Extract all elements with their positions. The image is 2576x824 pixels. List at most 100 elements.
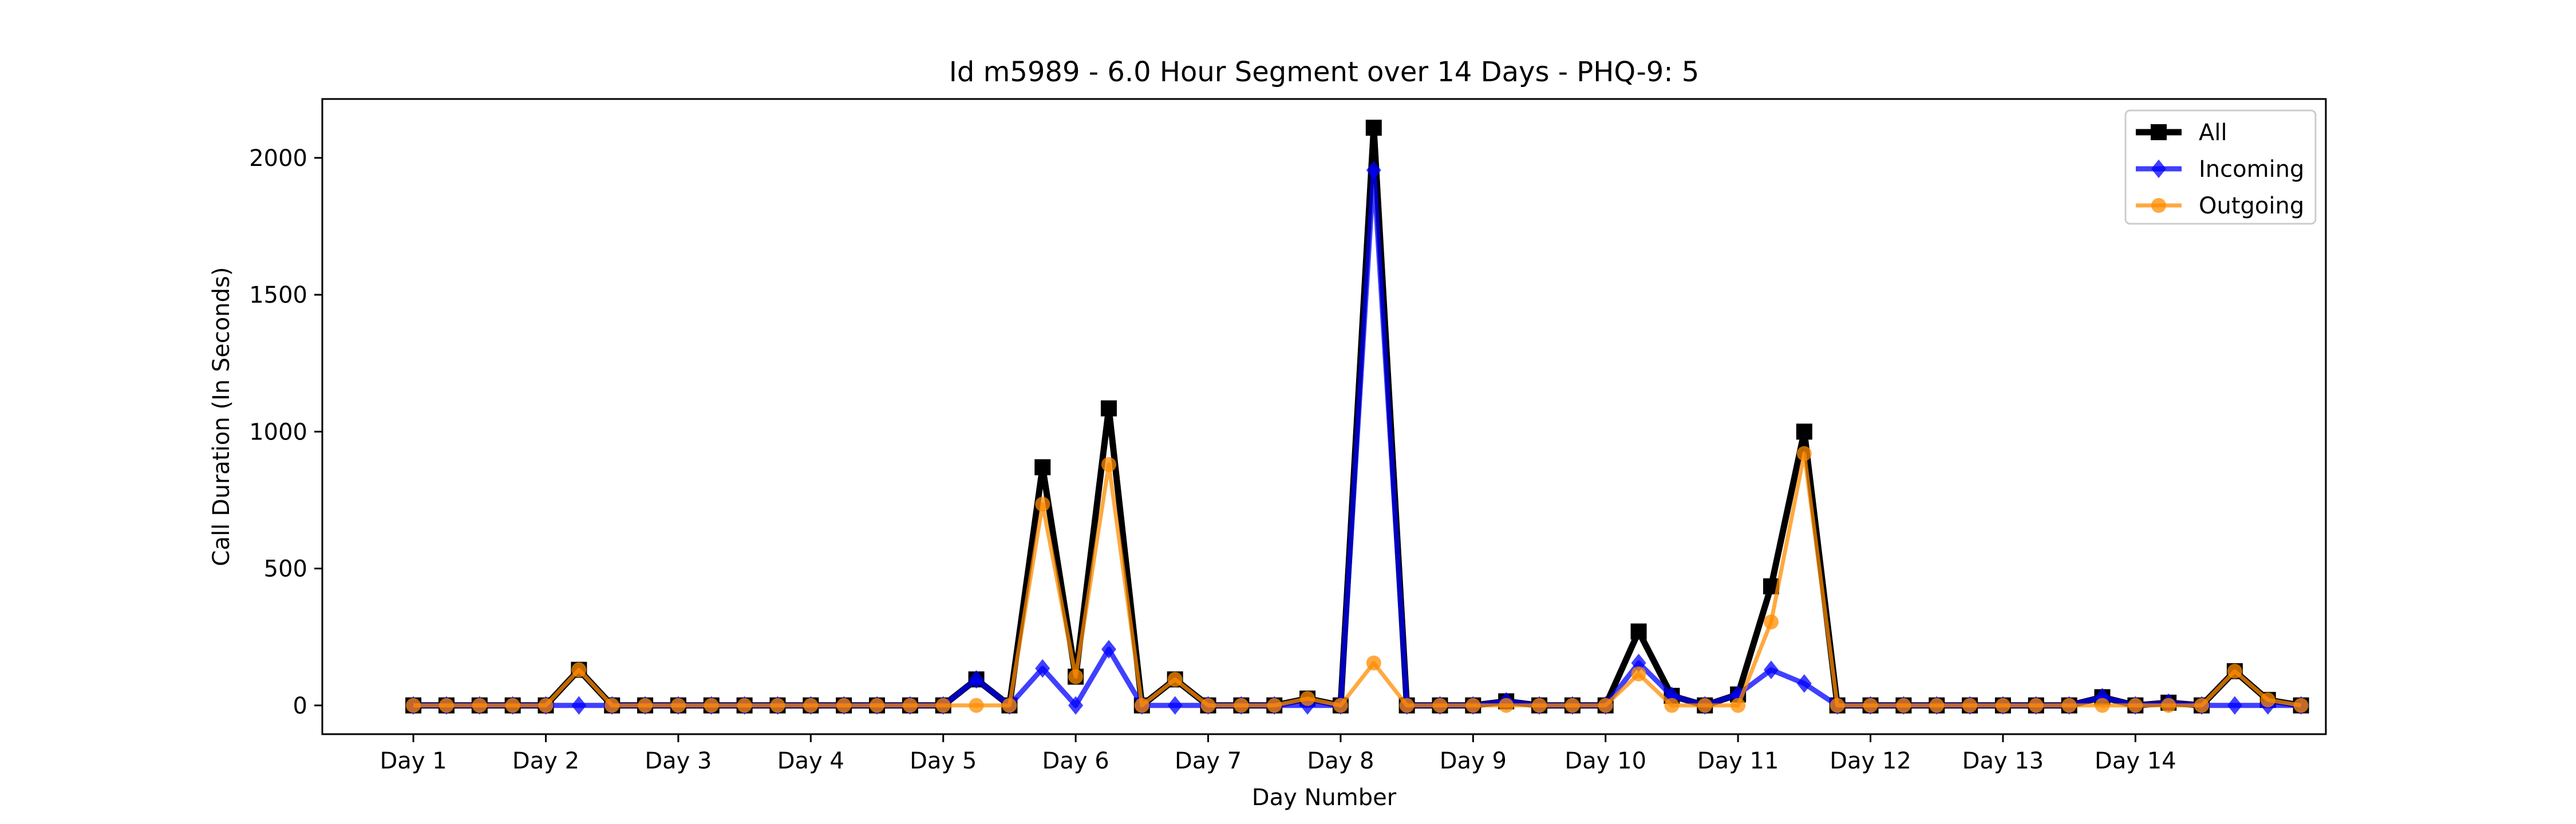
chart-title: Id m5989 - 6.0 Hour Segment over 14 Days… (949, 56, 1700, 88)
x-tick-label-day-13: Day 13 (1962, 748, 2044, 774)
legend-item-all: All (2136, 120, 2227, 146)
legend-label-all: All (2199, 120, 2227, 146)
data-point-outgoing (1962, 698, 1978, 713)
x-axis: Day 1 Day 2 Day 3 Day 4 Day 5 Day 6 Day 7 Day 8… (380, 734, 2176, 774)
data-point-incoming (1035, 659, 1050, 678)
data-point-outgoing (737, 698, 752, 713)
data-point-outgoing (770, 698, 785, 713)
data-point-outgoing (1697, 698, 1713, 713)
data-point-all (1365, 120, 1382, 136)
data-point-outgoing (2227, 663, 2242, 679)
x-tick-label-day-11: Day 11 (1697, 748, 1779, 774)
plot-area (321, 98, 2327, 735)
data-point-outgoing (1267, 698, 1282, 713)
data-point-outgoing (1730, 698, 1746, 713)
data-point-outgoing (505, 698, 520, 713)
x-tick-label-day-4: Day 4 (777, 748, 844, 774)
data-point-outgoing (1465, 698, 1481, 713)
data-point-outgoing (2161, 698, 2176, 713)
data-point-outgoing (2128, 698, 2143, 713)
data-point-outgoing (406, 698, 421, 713)
legend-item-incoming: Incoming (2136, 156, 2304, 183)
y-tick-label-2000: 2000 (249, 145, 307, 172)
data-point-outgoing (1068, 669, 1084, 684)
data-point-outgoing (1499, 698, 1514, 713)
x-tick-label-day-7: Day 7 (1175, 748, 1242, 774)
data-point-outgoing (1234, 698, 1249, 713)
data-point-outgoing (902, 698, 918, 713)
legend-marker-all (2151, 124, 2167, 140)
data-point-incoming (1796, 674, 1812, 693)
x-tick-label-day-1: Day 1 (380, 748, 447, 774)
legend-marker-incoming (2151, 159, 2166, 179)
data-point-incoming (1101, 640, 1116, 659)
series-outgoing (406, 446, 2309, 713)
y-tick-label-500: 500 (264, 556, 307, 583)
x-tick-label-day-12: Day 12 (1830, 748, 1911, 774)
data-point-all (1034, 459, 1051, 476)
data-point-outgoing (1532, 698, 1547, 713)
x-tick-label-day-5: Day 5 (910, 748, 977, 774)
data-point-outgoing (803, 698, 819, 713)
data-point-outgoing (2061, 698, 2077, 713)
data-point-outgoing (870, 698, 885, 713)
data-point-outgoing (2095, 698, 2110, 713)
data-point-outgoing (1134, 698, 1149, 713)
legend-box (2124, 109, 2317, 225)
data-point-incoming (1167, 696, 1183, 715)
data-point-incoming (1763, 660, 1779, 679)
data-point-outgoing (1366, 655, 1381, 671)
legend-marker-outgoing (2151, 198, 2166, 213)
data-point-outgoing (2028, 698, 2044, 713)
y-axis: 0 500 1000 1500 2000 (249, 145, 322, 719)
data-point-outgoing (1333, 698, 1348, 713)
y-tick-label-1500: 1500 (249, 282, 307, 308)
data-point-all (1100, 400, 1117, 417)
data-point-outgoing (571, 662, 587, 678)
series-line-outgoing (413, 451, 2302, 708)
y-tick-label-0: 0 (293, 693, 307, 719)
data-point-outgoing (1863, 698, 1878, 713)
data-point-outgoing (1631, 666, 1646, 682)
data-point-outgoing (1101, 457, 1116, 472)
data-point-incoming (1068, 696, 1084, 715)
data-point-outgoing (969, 698, 984, 713)
legend-item-outgoing: Outgoing (2136, 193, 2304, 219)
data-point-outgoing (1002, 698, 1017, 713)
x-tick-label-day-10: Day 10 (1564, 748, 1646, 774)
y-axis-label: Call Duration (In Seconds) (208, 267, 235, 566)
data-point-outgoing (670, 698, 686, 713)
x-tick-label-day-2: Day 2 (512, 748, 579, 774)
data-point-outgoing (2260, 692, 2275, 708)
data-point-outgoing (2293, 698, 2309, 713)
data-point-outgoing (1664, 698, 1680, 713)
data-point-outgoing (1035, 497, 1050, 512)
x-tick-label-day-8: Day 8 (1307, 748, 1374, 774)
data-point-outgoing (1763, 614, 1779, 629)
data-point-outgoing (1896, 698, 1911, 713)
x-axis-label: Day Number (1252, 785, 1397, 811)
data-point-outgoing (1830, 698, 1845, 713)
x-tick-label-day-14: Day 14 (2095, 748, 2176, 774)
data-point-outgoing (638, 698, 653, 713)
data-point-outgoing (438, 698, 454, 713)
data-point-outgoing (1598, 698, 1613, 713)
data-point-all (1796, 423, 1812, 440)
data-point-outgoing (935, 698, 951, 713)
data-point-incoming (1366, 161, 1381, 180)
series-layer (405, 120, 2309, 715)
data-point-outgoing (1167, 672, 1183, 687)
data-point-outgoing (1796, 446, 1812, 461)
data-point-outgoing (1995, 698, 2010, 713)
data-point-outgoing (1929, 698, 1945, 713)
y-tick-label-1000: 1000 (249, 419, 307, 445)
data-point-outgoing (1432, 698, 1448, 713)
data-point-outgoing (538, 698, 554, 713)
legend-label-outgoing: Outgoing (2199, 193, 2304, 219)
data-point-incoming (571, 696, 587, 715)
data-point-outgoing (836, 698, 852, 713)
data-point-outgoing (2194, 698, 2210, 713)
data-point-outgoing (704, 698, 719, 713)
data-point-outgoing (605, 698, 620, 713)
